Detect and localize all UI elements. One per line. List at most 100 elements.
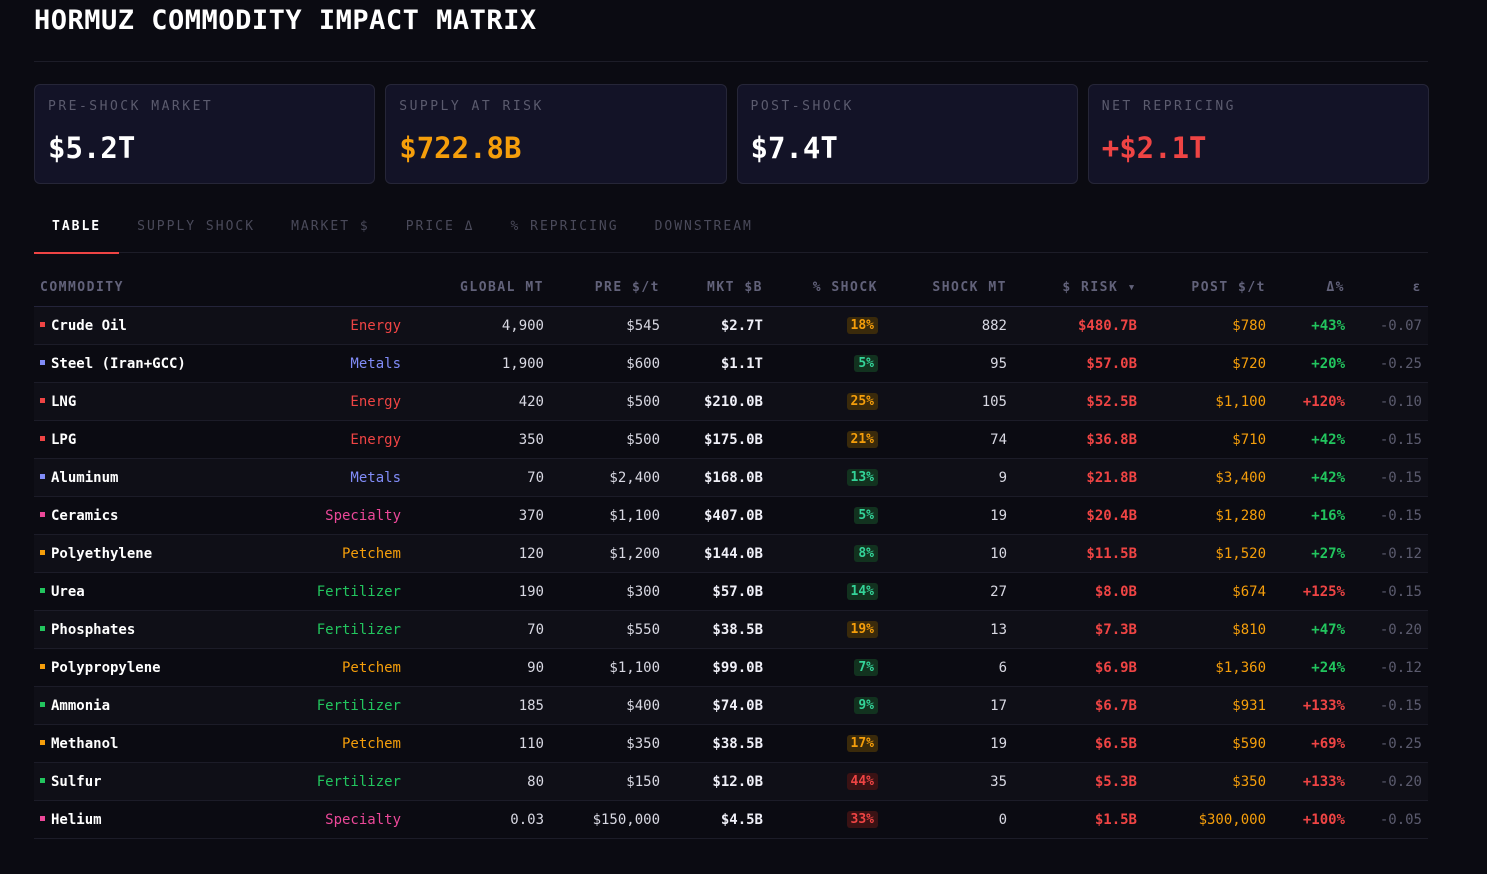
shock-badge: 44% xyxy=(846,773,878,790)
delta-pct-cell: +42% xyxy=(1272,420,1351,459)
table-row[interactable]: Steel (Iran+GCC) Metals 1,900 $600 $1.1T 5% 95… xyxy=(34,344,1428,383)
pre-price-cell: $500 xyxy=(550,382,666,421)
elasticity-cell: -0.20 xyxy=(1351,762,1428,801)
table-row[interactable]: Phosphates Fertilizer 70 $550 $38.5B 19% 13 $7.… xyxy=(34,610,1428,649)
pre-price-cell: $300 xyxy=(550,572,666,611)
shock-pct-cell: 25% xyxy=(769,382,884,421)
table-body: Crude Oil Energy 4,900 $545 $2.7T 18% 882 $480.… xyxy=(34,306,1428,839)
pre-price-cell: $545 xyxy=(550,306,666,345)
global-mt-cell: 1,900 xyxy=(407,344,550,383)
shock-badge: 21% xyxy=(846,431,878,448)
table-row[interactable]: Sulfur Fertilizer 80 $150 $12.0B 44% 35 $5.3B $3… xyxy=(34,762,1428,801)
pre-price-cell: $1,100 xyxy=(550,496,666,535)
commodity-name: Methanol xyxy=(51,735,119,752)
commodity-cell: Polypropylene xyxy=(34,648,224,687)
category-dot-icon xyxy=(40,740,45,745)
card-post-shock: POST-SHOCK $7.4T xyxy=(736,84,1078,184)
mkt-cell: $175.0B xyxy=(666,420,769,459)
card-pre-shock-market: PRE-SHOCK MARKET $5.2T xyxy=(34,84,376,184)
card-value: +$2.1T xyxy=(1101,131,1207,165)
global-mt-cell: 120 xyxy=(407,534,550,573)
category-dot-icon xyxy=(40,398,45,403)
commodity-name: LNG xyxy=(51,393,77,410)
global-mt-cell: 0.03 xyxy=(407,800,550,839)
shock-mt-cell: 95 xyxy=(884,344,1013,383)
elasticity-cell: -0.07 xyxy=(1351,306,1428,345)
table-row[interactable]: Crude Oil Energy 4,900 $545 $2.7T 18% 882 $480.… xyxy=(34,306,1428,345)
title-divider xyxy=(34,61,1428,62)
commodity-name: Ceramics xyxy=(51,507,119,524)
card-label: PRE-SHOCK MARKET xyxy=(48,99,214,114)
col-mkt[interactable]: MKT $B xyxy=(666,268,769,307)
tab-supply-shock[interactable]: SUPPLY SHOCK xyxy=(137,219,256,234)
pre-price-cell: $550 xyxy=(550,610,666,649)
delta-pct-cell: +125% xyxy=(1272,572,1351,611)
tab-table[interactable]: TABLE xyxy=(34,206,120,254)
tab-repricing[interactable]: % REPRICING xyxy=(510,219,619,234)
table-row[interactable]: Aluminum Metals 70 $2,400 $168.0B 13% 9 $21.8B $… xyxy=(34,458,1428,497)
table-row[interactable]: Ceramics Specialty 370 $1,100 $407.0B 5% 19 $20… xyxy=(34,496,1428,535)
table-row[interactable]: LPG Energy 350 $500 $175.0B 21% 74 $36.8B $710 +4… xyxy=(34,420,1428,459)
post-price-cell: $710 xyxy=(1143,420,1272,459)
risk-cell: $5.3B xyxy=(1013,762,1143,801)
delta-pct-cell: +27% xyxy=(1272,534,1351,573)
commodity-name: LPG xyxy=(51,431,77,448)
table-row[interactable]: Urea Fertilizer 190 $300 $57.0B 14% 27 $8.0B $67… xyxy=(34,572,1428,611)
shock-mt-cell: 74 xyxy=(884,420,1013,459)
shock-badge: 5% xyxy=(854,355,878,372)
col-delta-pct[interactable]: Δ% xyxy=(1272,268,1351,307)
category-cell: Fertilizer xyxy=(224,686,407,725)
shock-mt-cell: 27 xyxy=(884,572,1013,611)
elasticity-cell: -0.15 xyxy=(1351,496,1428,535)
col-commodity[interactable]: COMMODITY xyxy=(34,268,224,307)
col-shock-mt[interactable]: SHOCK MT xyxy=(884,268,1013,307)
pre-price-cell: $150 xyxy=(550,762,666,801)
commodity-name: Steel (Iran+GCC) xyxy=(51,355,186,372)
tab-market[interactable]: MARKET $ xyxy=(291,219,370,234)
risk-cell: $52.5B xyxy=(1013,382,1143,421)
col-shock-pct[interactable]: % SHOCK xyxy=(769,268,884,307)
delta-pct-cell: +16% xyxy=(1272,496,1351,535)
commodity-cell: Ammonia xyxy=(34,686,224,725)
mkt-cell: $144.0B xyxy=(666,534,769,573)
col-global-mt[interactable]: GLOBAL MT xyxy=(407,268,550,307)
shock-mt-cell: 19 xyxy=(884,496,1013,535)
elasticity-cell: -0.15 xyxy=(1351,686,1428,725)
mkt-cell: $74.0B xyxy=(666,686,769,725)
col-pre-price[interactable]: PRE $/t xyxy=(550,268,666,307)
shock-badge: 13% xyxy=(846,469,878,486)
table-row[interactable]: Ammonia Fertilizer 185 $400 $74.0B 9% 17 $6.7B $… xyxy=(34,686,1428,725)
pre-price-cell: $2,400 xyxy=(550,458,666,497)
col-risk[interactable]: $ RISK ▾ xyxy=(1013,268,1143,307)
category-dot-icon xyxy=(40,702,45,707)
post-price-cell: $590 xyxy=(1143,724,1272,763)
post-price-cell: $720 xyxy=(1143,344,1272,383)
shock-pct-cell: 17% xyxy=(769,724,884,763)
tab-price-delta[interactable]: PRICE Δ xyxy=(405,219,475,234)
category-dot-icon xyxy=(40,436,45,441)
pre-price-cell: $400 xyxy=(550,686,666,725)
mkt-cell: $4.5B xyxy=(666,800,769,839)
risk-cell: $6.9B xyxy=(1013,648,1143,687)
mkt-cell: $1.1T xyxy=(666,344,769,383)
table-row[interactable]: Methanol Petchem 110 $350 $38.5B 17% 19 $6.5B $5… xyxy=(34,724,1428,763)
post-price-cell: $1,280 xyxy=(1143,496,1272,535)
category-dot-icon xyxy=(40,664,45,669)
table-row[interactable]: LNG Energy 420 $500 $210.0B 25% 105 $52.5B $1,10… xyxy=(34,382,1428,421)
table-row[interactable]: Polypropylene Petchem 90 $1,100 $99.0B 7% 6 $6.… xyxy=(34,648,1428,687)
commodity-name: Ammonia xyxy=(51,697,111,714)
col-post-price[interactable]: POST $/t xyxy=(1143,268,1272,307)
col-elasticity[interactable]: ε xyxy=(1351,268,1428,307)
pre-price-cell: $1,100 xyxy=(550,648,666,687)
delta-pct-cell: +120% xyxy=(1272,382,1351,421)
table-row[interactable]: Helium Specialty 0.03 $150,000 $4.5B 33% 0 $1.5… xyxy=(34,800,1428,839)
table-row[interactable]: Polyethylene Petchem 120 $1,200 $144.0B 8% 10 $… xyxy=(34,534,1428,573)
category-dot-icon xyxy=(40,360,45,365)
global-mt-cell: 370 xyxy=(407,496,550,535)
shock-pct-cell: 7% xyxy=(769,648,884,687)
category-cell: Metals xyxy=(224,344,407,383)
delta-pct-cell: +47% xyxy=(1272,610,1351,649)
post-price-cell: $1,100 xyxy=(1143,382,1272,421)
tab-downstream[interactable]: DOWNSTREAM xyxy=(654,219,753,234)
category-cell: Specialty xyxy=(224,800,407,839)
